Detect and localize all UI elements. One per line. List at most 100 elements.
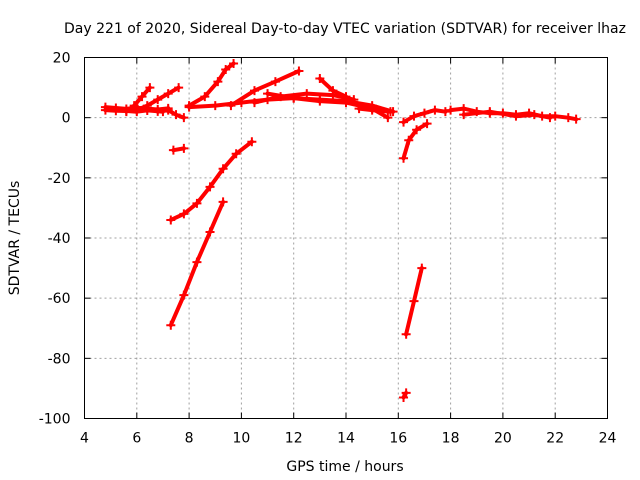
series-s11: [226, 66, 304, 111]
y-tick-label: 0: [62, 111, 71, 127]
data-point: [404, 135, 414, 145]
data-point: [315, 96, 325, 106]
series-s18: [401, 263, 427, 339]
data-point: [158, 107, 168, 117]
x-tick-label: 16: [389, 431, 407, 447]
x-tick-label: 12: [285, 431, 303, 447]
data-point: [409, 296, 419, 306]
x-tick-label: 18: [442, 431, 460, 447]
data-point: [205, 182, 215, 192]
x-tick-label: 24: [599, 431, 617, 447]
data-point: [571, 114, 581, 124]
data-point: [328, 86, 338, 96]
series-trace: [124, 85, 152, 114]
data-point: [231, 149, 241, 159]
series-s15: [354, 104, 395, 117]
data-point: [166, 320, 176, 330]
data-point: [422, 119, 432, 129]
data-point: [226, 101, 236, 111]
x-tick-label: 10: [232, 431, 250, 447]
y-tick-label: -60: [48, 291, 71, 307]
data-point: [367, 105, 377, 115]
data-marks: [100, 59, 581, 402]
x-tick-label: 14: [337, 431, 355, 447]
series-s14: [315, 74, 351, 102]
x-tick-label: 6: [132, 431, 141, 447]
data-point: [446, 105, 456, 115]
y-axis-label: SDTVAR / TECUs: [7, 181, 23, 296]
data-point: [174, 83, 184, 93]
data-point: [192, 257, 202, 267]
data-point: [294, 66, 304, 76]
x-tick-label: 20: [494, 431, 512, 447]
data-point: [302, 89, 312, 99]
series-s05: [163, 105, 189, 123]
gridlines: [84, 57, 608, 419]
data-point: [163, 105, 173, 115]
data-point: [249, 98, 259, 108]
data-point: [263, 89, 273, 99]
data-point: [200, 92, 210, 102]
data-point: [179, 143, 189, 153]
data-point: [485, 107, 495, 117]
data-point: [218, 197, 228, 207]
data-point: [430, 105, 440, 115]
series-s06: [168, 143, 189, 155]
data-point: [315, 74, 325, 84]
data-point: [163, 89, 173, 99]
data-point: [218, 164, 228, 174]
data-point: [205, 227, 215, 237]
data-point: [153, 95, 163, 105]
data-point: [179, 113, 189, 123]
data-point: [166, 215, 176, 225]
series-trace: [228, 69, 301, 108]
y-tick-label: -80: [48, 351, 71, 367]
series-s03: [121, 83, 155, 117]
data-point: [247, 137, 257, 147]
y-tick-label: -40: [48, 231, 71, 247]
data-point: [100, 105, 110, 115]
y-tick-label: 20: [53, 51, 71, 67]
data-point: [145, 83, 155, 93]
data-point: [550, 111, 560, 121]
data-point: [192, 198, 202, 208]
data-point: [399, 153, 409, 163]
x-axis-label: GPS time / hours: [286, 459, 403, 475]
y-tick-label: -100: [39, 412, 71, 428]
data-point: [417, 263, 427, 273]
data-point: [210, 101, 220, 111]
x-tick-label: 4: [80, 431, 89, 447]
data-point: [354, 104, 364, 114]
data-point: [129, 101, 139, 111]
series-s04: [132, 83, 184, 115]
data-point: [399, 117, 409, 127]
data-point: [249, 86, 259, 96]
data-point: [440, 107, 450, 117]
series-s16: [399, 119, 432, 163]
data-point: [563, 113, 573, 123]
data-point: [229, 59, 239, 69]
axes: 4 6 8 10 12 14 16 18 20 22 24 -100 -80 -60 -40 -20 0 20: [39, 51, 617, 447]
data-point: [213, 77, 223, 87]
data-point: [401, 329, 411, 339]
data-point: [409, 111, 419, 121]
data-point: [137, 92, 147, 102]
data-point: [179, 209, 189, 219]
x-tick-label: 22: [546, 431, 564, 447]
data-point: [399, 392, 409, 402]
x-tick-label: 8: [185, 431, 194, 447]
data-point: [341, 92, 351, 102]
series-s19: [399, 388, 411, 402]
data-point: [270, 77, 280, 87]
data-point: [289, 93, 299, 103]
data-point: [184, 102, 194, 112]
data-point: [171, 110, 181, 120]
data-point: [401, 388, 411, 398]
data-point: [412, 125, 422, 135]
series-s08: [166, 197, 228, 330]
data-point: [132, 105, 142, 115]
data-point: [383, 113, 393, 123]
data-point: [121, 107, 131, 117]
series-s17: [399, 105, 450, 127]
